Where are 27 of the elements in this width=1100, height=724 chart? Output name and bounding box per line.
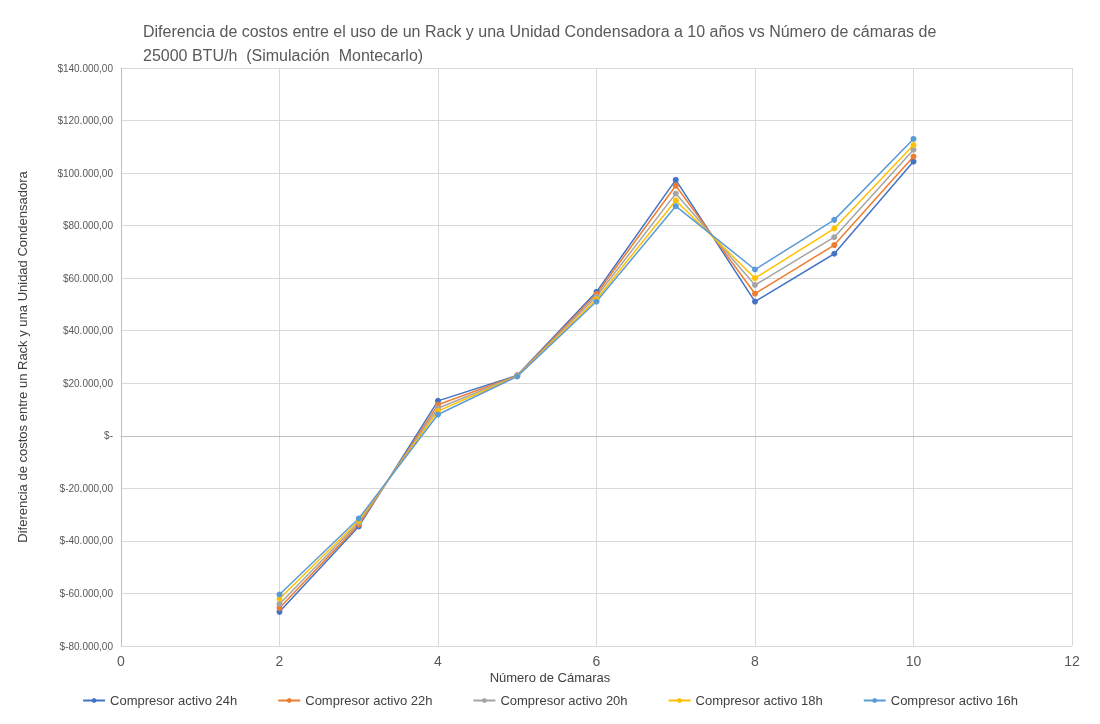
legend-label: Compresor activo 18h bbox=[695, 693, 823, 708]
x-tick-label: 10 bbox=[905, 653, 922, 669]
legend-label: Compresor activo 24h bbox=[110, 693, 238, 708]
y-tick-label: $40.000,00 bbox=[62, 325, 114, 337]
chart-title: Diferencia de costos entre el uso de un Rack y una Unidad Condensadora a 10 años vs Número de cámaras de 25000 BTU/h (Simulación Montecarlo) bbox=[143, 22, 937, 64]
y-tick-label: $100.000,00 bbox=[57, 167, 114, 179]
x-axis-title: Número de Cámaras bbox=[489, 670, 611, 685]
y-tick-label: $120.000,00 bbox=[57, 115, 114, 127]
legend-label: Compresor activo 22h bbox=[305, 693, 433, 708]
x-tick-label: 12 bbox=[1064, 653, 1080, 669]
y-tick-label: $20.000,00 bbox=[62, 377, 114, 389]
y-axis-title: Diferencia de costos entre un Rack y una Unidad Condensadora bbox=[15, 170, 30, 543]
x-tick-label: 8 bbox=[751, 653, 760, 669]
y-tick-label: $80.000,00 bbox=[62, 220, 114, 232]
y-tick-label: $-20.000,00 bbox=[59, 482, 114, 494]
y-tick-label: $- bbox=[104, 430, 113, 442]
x-tick-label: 0 bbox=[117, 653, 126, 669]
legend-label: Compresor activo 16h bbox=[890, 693, 1018, 708]
y-tick-label: $60.000,00 bbox=[62, 272, 114, 284]
x-tick-label: 2 bbox=[275, 653, 284, 669]
y-tick-label: $-40.000,00 bbox=[59, 535, 114, 547]
legend-label: Compresor activo 20h bbox=[500, 693, 628, 708]
y-tick-label: $140.000,00 bbox=[57, 62, 114, 74]
x-tick-label: 4 bbox=[434, 653, 443, 669]
y-tick-label: $-80.000,00 bbox=[59, 640, 114, 652]
y-tick-label: $-60.000,00 bbox=[59, 587, 114, 599]
x-tick-label: 6 bbox=[592, 653, 601, 669]
